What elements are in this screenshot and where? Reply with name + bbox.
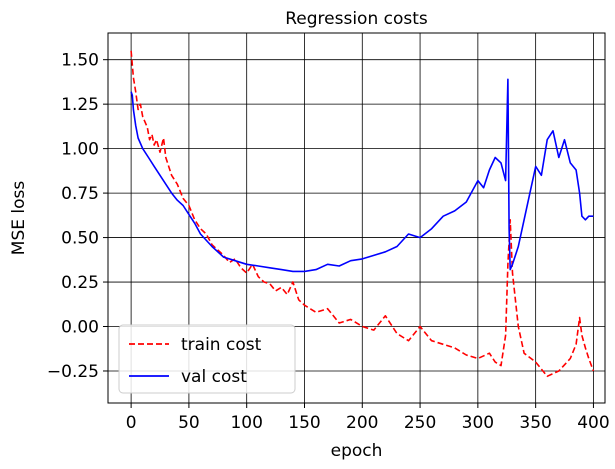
y-axis-label: MSE loss	[9, 181, 29, 256]
series-line-train-cost	[130, 50, 595, 378]
x-tick-label: 350	[519, 413, 551, 433]
x-tick-label: 150	[288, 413, 320, 433]
x-tick-label: 250	[404, 413, 436, 433]
legend-label-train-cost: train cost	[181, 335, 262, 355]
series-line-val-cost	[130, 78, 594, 273]
y-tick-label: 1.50	[61, 51, 99, 71]
y-tick-label: 1.00	[61, 140, 99, 160]
series-layer	[130, 50, 595, 378]
y-tick-label: 0.00	[61, 318, 99, 338]
y-tick-label: 0.75	[61, 184, 99, 204]
y-tick-label: 0.25	[61, 273, 99, 293]
y-tick-label: −0.25	[47, 362, 99, 382]
x-tick-label: 200	[346, 413, 378, 433]
x-tick-label: 50	[178, 413, 200, 433]
x-tick-label: 400	[577, 413, 609, 433]
plot-area-frame	[107, 32, 606, 404]
y-tick-label: 1.25	[61, 95, 99, 115]
legend: train cost val cost	[118, 324, 296, 394]
x-tick-label: 300	[462, 413, 494, 433]
x-tick-label: 100	[230, 413, 262, 433]
legend-label-val-cost: val cost	[181, 367, 247, 387]
y-axis-ticks: −0.25 0.00 0.25 0.50 0.75 1.00 1.25 1.50	[47, 51, 108, 382]
x-axis-ticks: 0 50 100 150 200 250 300 350 400	[126, 403, 610, 433]
chart-title: Regression costs	[285, 9, 428, 29]
x-axis-label: epoch	[331, 441, 383, 461]
y-tick-label: 0.50	[61, 229, 99, 249]
x-tick-label: 0	[126, 413, 137, 433]
